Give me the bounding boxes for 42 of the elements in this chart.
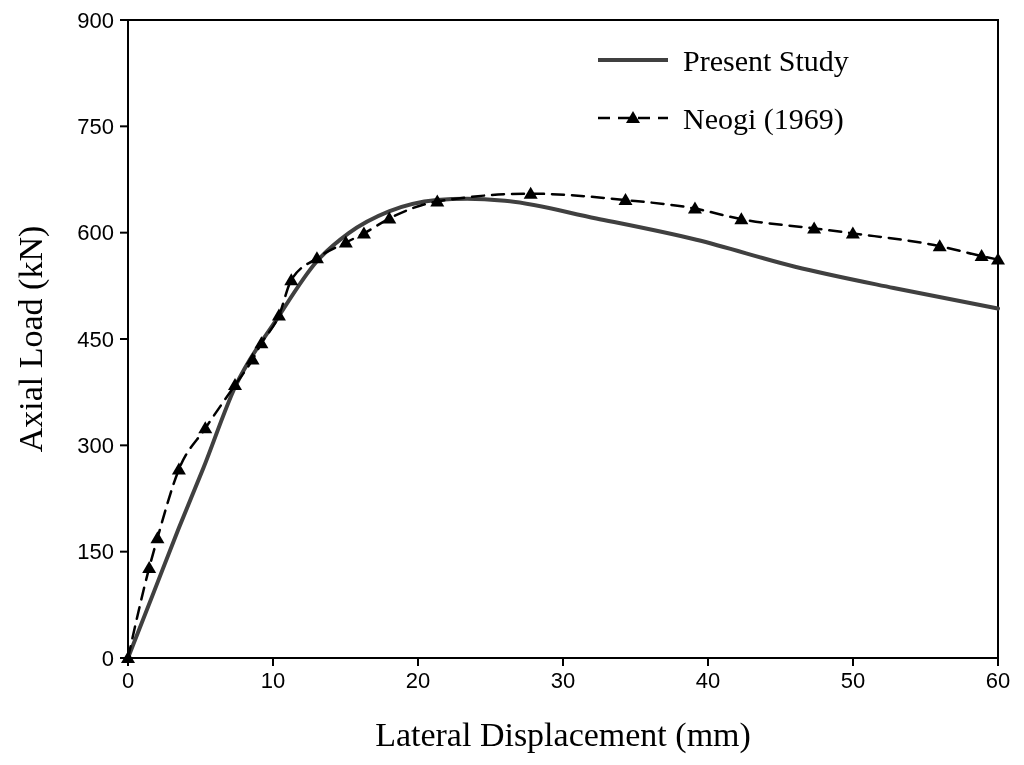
- point: [974, 249, 989, 262]
- point: [228, 378, 243, 391]
- point: [271, 308, 286, 321]
- point: [734, 212, 749, 225]
- x-tick-label: 10: [260, 668, 286, 693]
- y-tick-label: 900: [77, 7, 114, 33]
- point: [687, 201, 702, 214]
- x-tick-label: 20: [405, 668, 431, 693]
- point: [254, 336, 269, 349]
- point: [338, 235, 353, 248]
- point: [198, 421, 213, 434]
- x-tick-label: 60: [985, 668, 1011, 693]
- x-axis-title: Lateral Displacement (mm): [375, 716, 751, 754]
- y-tick-label: 150: [77, 539, 114, 565]
- y-tick-label: 600: [77, 220, 114, 246]
- point: [932, 239, 947, 252]
- y-tick-label: 0: [101, 645, 114, 671]
- point: [523, 186, 538, 199]
- point: [618, 193, 633, 206]
- y-tick-label: 300: [77, 433, 114, 459]
- point: [121, 651, 135, 663]
- point: [309, 251, 324, 264]
- point: [150, 531, 165, 544]
- point: [430, 194, 445, 207]
- x-tick-label: 0: [121, 668, 135, 693]
- point: [171, 462, 186, 475]
- point: [807, 221, 822, 234]
- x-tick-label: 40: [695, 668, 721, 693]
- legend-label: Neogi (1969): [683, 101, 844, 136]
- legend-label: Present Study: [683, 43, 849, 77]
- point: [245, 352, 260, 365]
- point: [356, 226, 371, 239]
- x-tick-label: 50: [840, 668, 866, 693]
- y-tick-label: 450: [77, 326, 114, 352]
- point: [991, 252, 1005, 265]
- point: [142, 560, 157, 573]
- y-tick-label: 750: [77, 114, 114, 140]
- point: [284, 273, 299, 286]
- point: [845, 226, 860, 239]
- y-axis-title: Axial Load (kN): [12, 225, 50, 453]
- x-tick-label: 30: [550, 668, 576, 693]
- point: [382, 211, 397, 224]
